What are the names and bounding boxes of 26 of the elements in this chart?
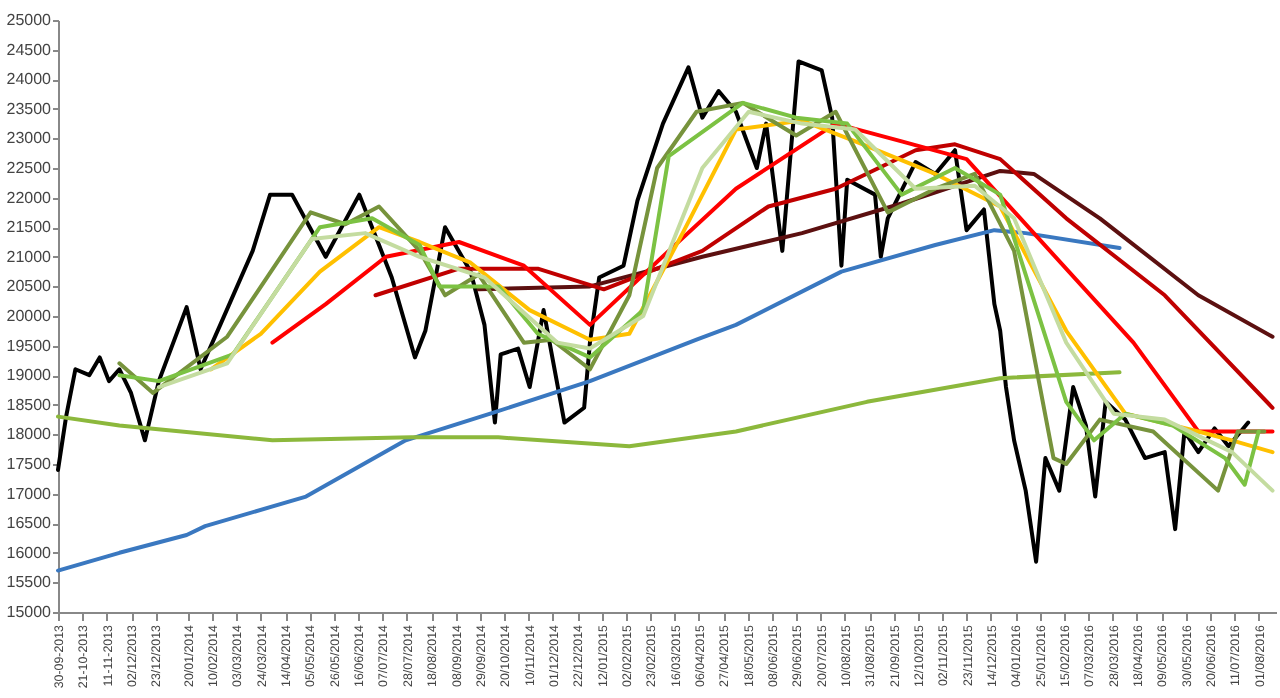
y-tick-label: 17000 xyxy=(6,484,53,503)
y-tick-label: 21500 xyxy=(6,218,53,237)
y-tick-label: 23500 xyxy=(6,99,53,118)
y-tick-label: 19500 xyxy=(6,336,53,355)
line-series xyxy=(56,228,1122,573)
y-tick-label: 16500 xyxy=(6,514,53,533)
y-tick-label: 21000 xyxy=(6,247,53,266)
y-tick-label: 15000 xyxy=(6,603,53,621)
y-tick-label: 20500 xyxy=(6,277,53,296)
y-tick-label: 17500 xyxy=(6,455,53,473)
line-series xyxy=(476,168,1275,339)
y-tick-label: 15500 xyxy=(6,573,53,592)
y-tick-label: 25000 xyxy=(6,11,53,29)
line-series xyxy=(373,142,1275,410)
y-tick-label: 22000 xyxy=(6,188,53,207)
y-tick-label: 20000 xyxy=(6,307,53,325)
y-tick-label: 22500 xyxy=(6,159,53,177)
y-tick-label: 19000 xyxy=(6,366,53,385)
y-tick-label: 18500 xyxy=(6,395,53,414)
line-series xyxy=(56,370,1122,449)
line-series xyxy=(56,59,1251,564)
y-tick-label: 16000 xyxy=(6,543,53,562)
y-tick-label: 24000 xyxy=(6,70,53,89)
y-tick-label: 24500 xyxy=(6,40,53,59)
y-tick-label: 18000 xyxy=(6,425,53,444)
y-tick-label: 23000 xyxy=(6,129,53,148)
